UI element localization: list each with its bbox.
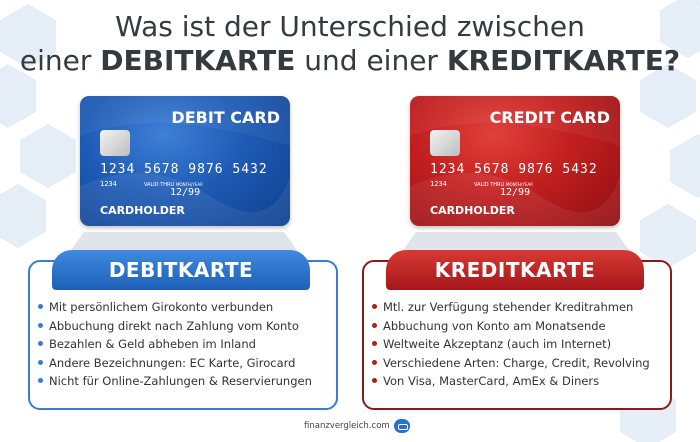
chip-icon bbox=[100, 130, 130, 156]
debit-heading: DEBITKARTE bbox=[52, 250, 310, 290]
page-title-line1: Was ist der Unterschied zwischen bbox=[115, 10, 585, 43]
bullet-icon bbox=[38, 341, 43, 346]
chip-icon bbox=[430, 130, 460, 156]
card-number: 1234 5678 9876 5432 bbox=[100, 162, 268, 177]
title-debit-word: DEBITKARTE bbox=[100, 44, 296, 77]
cardholder-label: CARDHOLDER bbox=[430, 204, 515, 217]
card-number-short: 1234 bbox=[100, 180, 117, 188]
finanzvergleich-logo-icon bbox=[393, 419, 410, 433]
list-item: Von Visa, MasterCard, AmEx & Diners bbox=[372, 372, 650, 391]
card-number-short: 1234 bbox=[430, 180, 447, 188]
list-item: Andere Bezeichnungen: EC Karte, Girocard bbox=[38, 354, 312, 373]
list-item: Mtl. zur Verfügung stehender Kreditrahme… bbox=[372, 298, 650, 317]
card-type-label: DEBIT CARD bbox=[171, 108, 280, 127]
list-item: Verschiedene Arten: Charge, Credit, Revo… bbox=[372, 354, 650, 373]
bullet-icon bbox=[372, 304, 377, 309]
bullet-icon bbox=[38, 304, 43, 309]
brand-name: finanzvergleich.com bbox=[304, 421, 390, 431]
bullet-icon bbox=[372, 341, 377, 346]
credit-heading: KREDITKARTE bbox=[386, 250, 644, 290]
list-item: Abbuchung direkt nach Zahlung vom Konto bbox=[38, 317, 312, 336]
title-credit-word: KREDITKARTE? bbox=[446, 44, 681, 77]
bullet-icon bbox=[38, 322, 43, 328]
valid-thru-label: VALID THRU bbox=[474, 182, 505, 188]
bullet-icon bbox=[372, 359, 377, 365]
credit-card-image: CREDIT CARD 1234 5678 9876 5432 1234 VAL… bbox=[410, 96, 620, 226]
debit-feature-list: Mit persönlichem Girokonto verbunden Abb… bbox=[38, 298, 312, 391]
list-item: Abbuchung von Konto am Monatsende bbox=[372, 317, 650, 336]
title-mid: und einer bbox=[295, 44, 447, 77]
list-item: Mit persönlichem Girokonto verbunden bbox=[38, 298, 312, 317]
card-expiry: 12/99 bbox=[170, 187, 201, 198]
month-year-label: MONTH/YEAR bbox=[176, 182, 203, 187]
list-item: Weltweite Akzeptanz (auch im Internet) bbox=[372, 335, 650, 354]
card-wave-decoration bbox=[80, 96, 290, 226]
debit-card-image: DEBIT CARD 1234 5678 9876 5432 1234 VALI… bbox=[80, 96, 290, 226]
page-title-line2: einer DEBITKARTE und einer KREDITKARTE? bbox=[0, 44, 700, 77]
bullet-icon bbox=[372, 378, 377, 383]
list-item: Nicht für Online-Zahlungen & Reservierun… bbox=[38, 372, 312, 391]
valid-thru-label: VALID THRU bbox=[144, 182, 175, 188]
card-type-label: CREDIT CARD bbox=[489, 108, 610, 127]
bullet-icon bbox=[38, 378, 43, 383]
title-pre: einer bbox=[19, 44, 101, 77]
bullet-icon bbox=[372, 322, 377, 328]
list-item: Bezahlen & Geld abheben im Inland bbox=[38, 335, 312, 354]
card-wave-decoration bbox=[410, 96, 620, 226]
bullet-icon bbox=[38, 359, 43, 365]
month-year-label: MONTH/YEAR bbox=[506, 182, 533, 187]
credit-feature-list: Mtl. zur Verfügung stehender Kreditrahme… bbox=[372, 298, 650, 391]
card-expiry: 12/99 bbox=[500, 187, 531, 198]
cardholder-label: CARDHOLDER bbox=[100, 204, 185, 217]
footer-brand[interactable]: finanzvergleich.com bbox=[304, 419, 410, 433]
card-number: 1234 5678 9876 5432 bbox=[430, 162, 598, 177]
